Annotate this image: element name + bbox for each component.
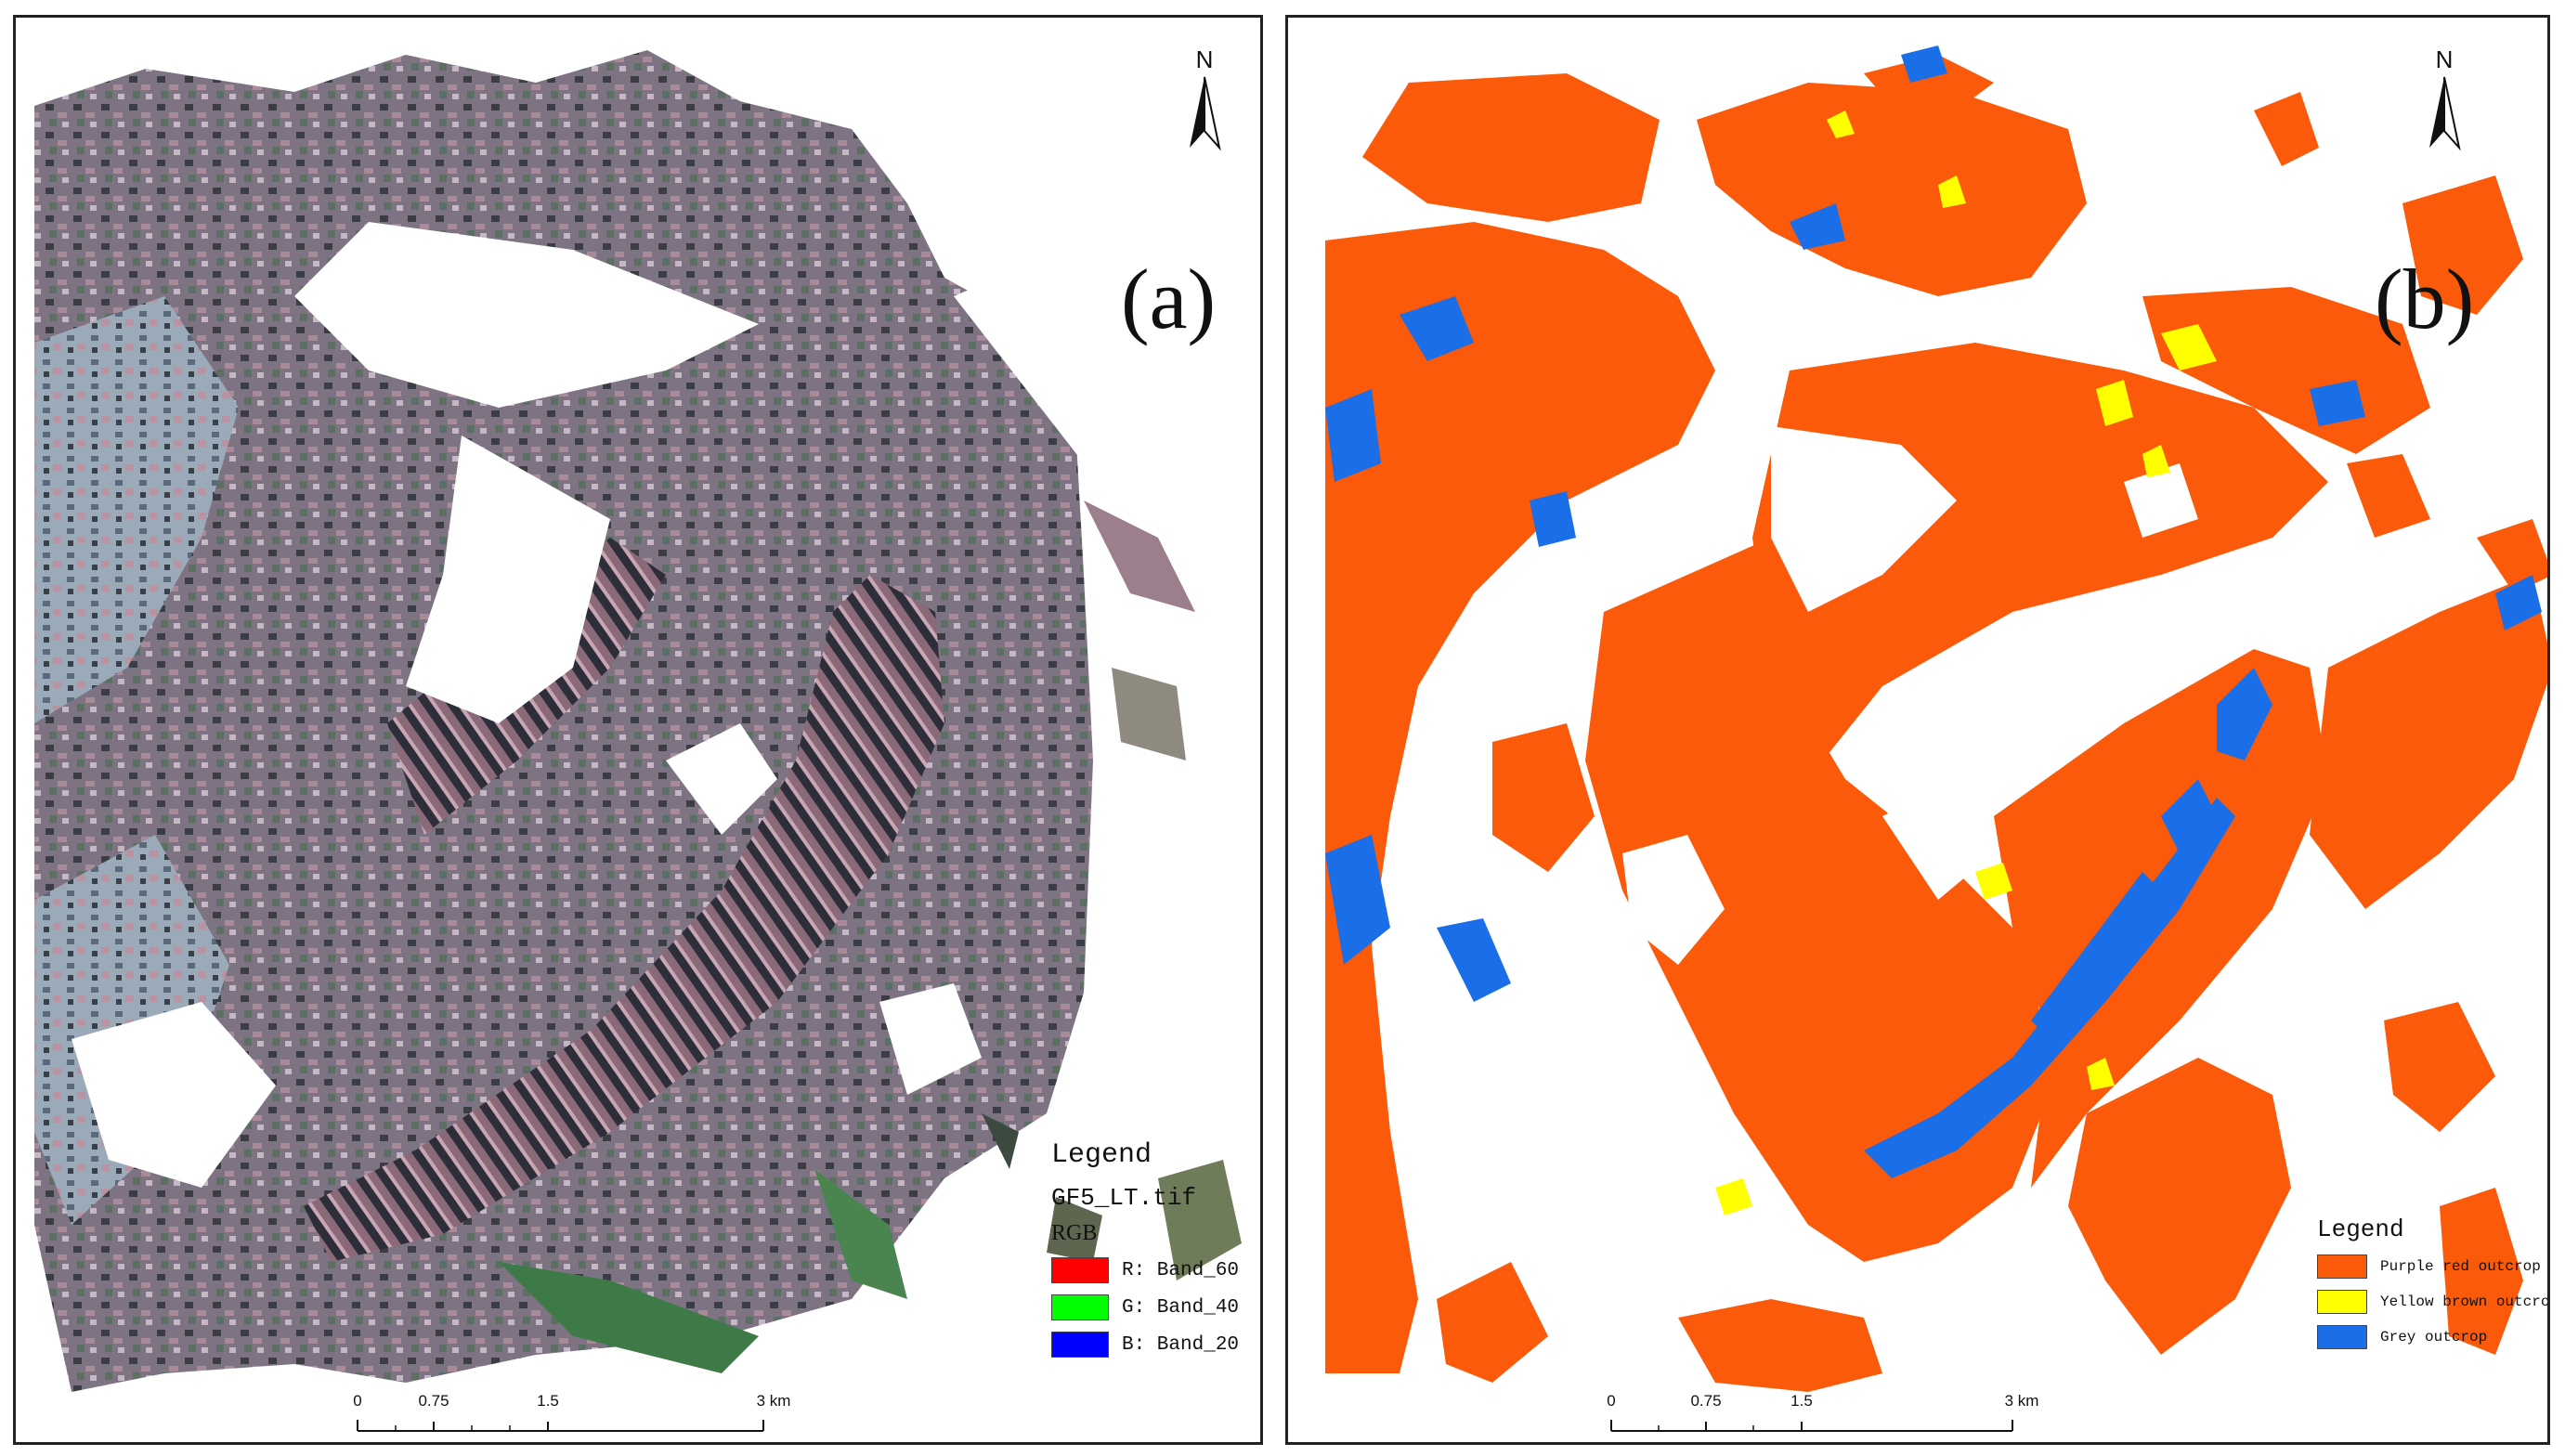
legend-item-label: Purple red outcrop (2380, 1258, 2541, 1275)
legend-item: R: Band_60 (1051, 1257, 1256, 1283)
legend-swatch-green (1051, 1294, 1109, 1320)
north-arrow: N (2416, 46, 2472, 157)
north-letter: N (2435, 46, 2454, 73)
legend-swatch-purple-red (2317, 1254, 2367, 1279)
panel-b-label: (b) (2375, 252, 2475, 346)
scale-tick: 0 (353, 1392, 362, 1410)
legend-item-label: R: Band_60 (1122, 1259, 1240, 1281)
scale-tick: 3 km (2004, 1392, 2039, 1410)
legend-b-title: Legend (2317, 1216, 2404, 1243)
legend-item: Purple red outcrop (2317, 1254, 2547, 1279)
legend-swatch-grey (2317, 1325, 2367, 1349)
north-arrow-icon (2429, 76, 2461, 151)
legend-item: Yellow brown outcrop (2317, 1290, 2550, 1314)
legend-item-label: Grey outcrop (2380, 1329, 2488, 1346)
legend-item-label: G: Band_40 (1122, 1296, 1240, 1319)
legend-item-label: Yellow brown outcrop (2380, 1294, 2550, 1310)
legend-a-title: Legend (1051, 1139, 1152, 1171)
legend-b: Legend Purple red outcrop Yellow brown o… (2317, 1216, 2550, 1349)
panel-a-label: (a) (1121, 252, 1217, 346)
classification-map (1325, 46, 2547, 1392)
legend-a: Legend GF5_LT.tif RGB R: Band_60 G: Band… (1051, 1139, 1256, 1358)
north-arrow: N (1177, 46, 1232, 157)
north-letter: N (1195, 46, 1214, 73)
scale-tick: 0.75 (418, 1392, 449, 1410)
panel-b-classification-map: (b) N Legend Purple red outcrop Yellow b… (1285, 15, 2550, 1445)
scale-tick: 0.75 (1690, 1392, 1722, 1410)
legend-a-group: RGB (1051, 1221, 1098, 1245)
panel-a-satellite-image: (a) N Legend GF5_LT.tif RGB R: Band_60 G… (13, 15, 1263, 1445)
scale-tick: 3 km (756, 1392, 791, 1410)
north-arrow-icon (1190, 76, 1221, 151)
legend-swatch-blue (1051, 1332, 1109, 1358)
scale-tick: 1.5 (1790, 1392, 1813, 1410)
legend-swatch-red (1051, 1257, 1109, 1283)
legend-item: Grey outcrop (2317, 1325, 2547, 1349)
scale-tick: 0 (1607, 1392, 1616, 1410)
legend-item: G: Band_40 (1051, 1294, 1256, 1320)
scale-bar-b: 0 0.75 1.5 3 km (1595, 1392, 2040, 1442)
scale-bar-line (357, 1420, 764, 1432)
legend-swatch-yellow-brown (2317, 1290, 2367, 1314)
legend-item-label: B: Band_20 (1122, 1333, 1240, 1356)
scale-tick: 1.5 (537, 1392, 559, 1410)
scale-bar-line (1610, 1420, 2013, 1432)
legend-item: B: Band_20 (1051, 1332, 1256, 1358)
legend-a-layer: GF5_LT.tif (1051, 1184, 1197, 1212)
satellite-image-map (34, 50, 1260, 1392)
scale-bar-a: 0 0.75 1.5 3 km (341, 1392, 790, 1442)
